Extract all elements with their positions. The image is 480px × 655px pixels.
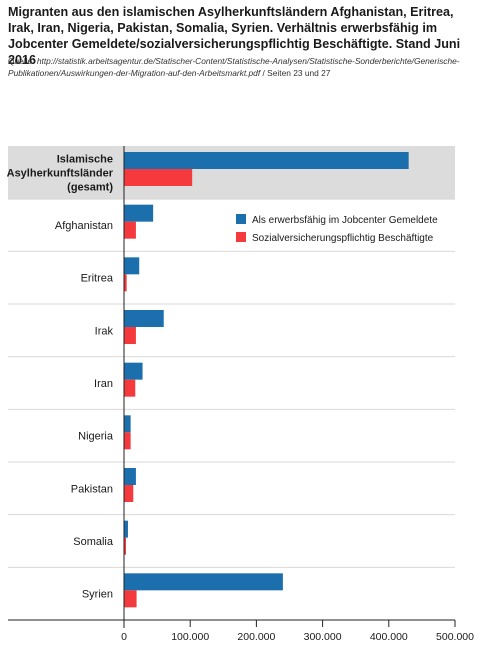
chart-title: Migranten aus den islamischen Asylherkun… xyxy=(8,5,461,67)
source-url: http://statistik.arbeitsagentur.de/Stati… xyxy=(8,56,460,78)
category-label: Pakistan xyxy=(71,483,113,495)
legend-swatch xyxy=(236,214,246,224)
bar-beschaeftigte xyxy=(124,379,136,397)
chart-source: Quelle: http://statistik.arbeitsagentur.… xyxy=(8,56,474,79)
x-tick-label: 0 xyxy=(121,631,127,643)
category-label: Syrien xyxy=(82,589,113,601)
bar-gemeldete xyxy=(124,468,136,485)
x-tick-label: 400.000 xyxy=(370,631,408,643)
category-label: Islamische xyxy=(57,153,113,165)
bar-gemeldete xyxy=(124,362,143,380)
bar-beschaeftigte xyxy=(124,537,126,555)
bar-beschaeftigte xyxy=(124,432,131,450)
category-label: Somalia xyxy=(73,536,114,548)
source-suffix: / Seiten 23 und 27 xyxy=(260,67,331,78)
legend-label: Sozialversicherungspflichtig Beschäftigt… xyxy=(252,233,434,244)
category-label: Asylherkunftsländer xyxy=(7,167,114,179)
bar-beschaeftigte xyxy=(124,221,136,239)
legend-label: Als erwerbsfähig im Jobcenter Gemeldete xyxy=(252,215,438,226)
x-tick-label: 100.000 xyxy=(171,631,209,643)
category-label: Iran xyxy=(94,378,113,390)
bar-beschaeftigte xyxy=(124,327,136,344)
bar-gemeldete xyxy=(124,310,164,327)
bar-beschaeftigte xyxy=(124,169,193,186)
bar-gemeldete xyxy=(124,152,409,169)
bar-beschaeftigte xyxy=(124,485,134,502)
bar-beschaeftigte xyxy=(124,274,127,292)
x-tick-label: 200.000 xyxy=(237,631,275,643)
category-label: Afghanistan xyxy=(55,220,113,232)
source-prefix: Quelle: xyxy=(8,56,37,66)
x-tick-label: 500.000 xyxy=(436,631,474,643)
bar-gemeldete xyxy=(124,520,128,538)
x-tick-label: 300.000 xyxy=(304,631,342,643)
category-label: (gesamt) xyxy=(67,181,113,193)
legend-swatch xyxy=(236,232,246,242)
bar-gemeldete xyxy=(124,415,131,433)
category-label: Eritrea xyxy=(81,273,114,285)
bar-gemeldete xyxy=(124,573,283,591)
category-label: Irak xyxy=(95,325,114,337)
category-label: Nigeria xyxy=(78,431,114,443)
bar-gemeldete xyxy=(124,257,140,275)
bar-gemeldete xyxy=(124,204,154,222)
bar-beschaeftigte xyxy=(124,590,137,608)
